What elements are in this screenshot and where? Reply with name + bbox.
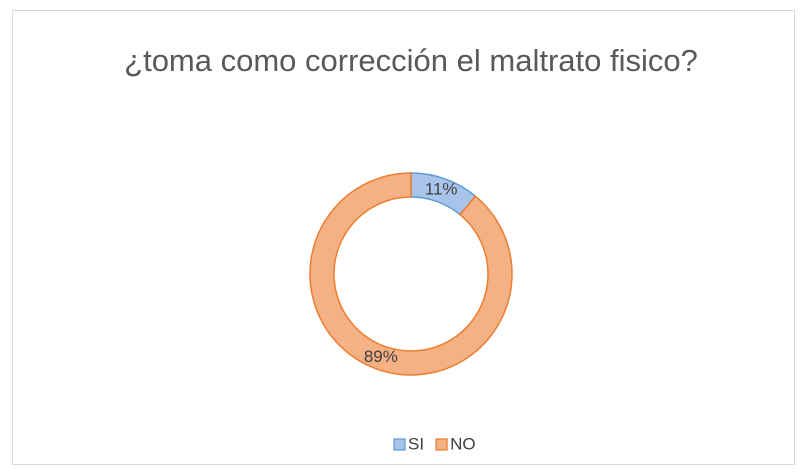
legend-swatch <box>393 438 406 451</box>
donut-segment <box>309 172 513 376</box>
data-label: 11% <box>425 180 458 199</box>
chart-frame <box>12 10 795 465</box>
legend-label: SI <box>408 434 424 453</box>
legend-label: NO <box>450 434 476 453</box>
data-label: 89% <box>364 347 398 366</box>
chart-title: ¿toma como corrección el maltrato fisico… <box>124 43 698 78</box>
legend-swatch <box>435 438 448 451</box>
